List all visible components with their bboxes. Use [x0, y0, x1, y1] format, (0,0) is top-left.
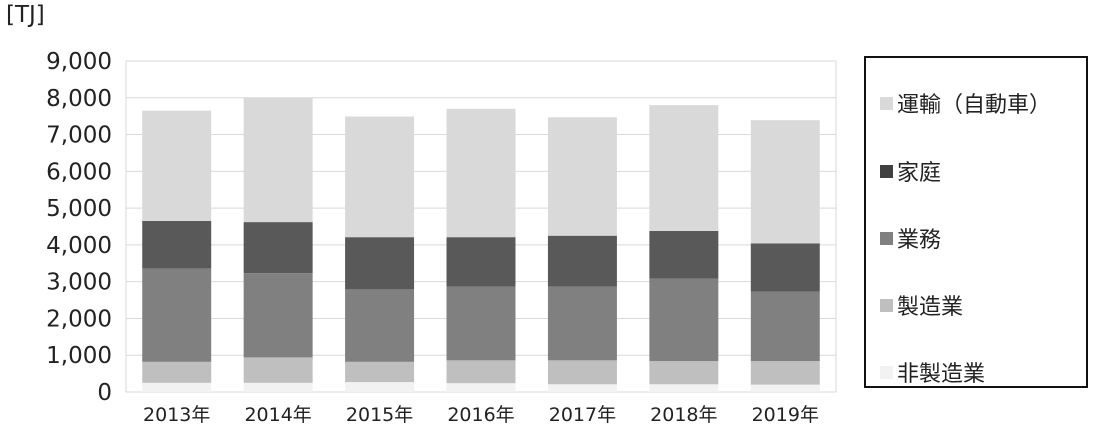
bar-segment [142, 382, 212, 392]
x-tick-label: 2013年 [143, 404, 210, 426]
legend-item-business: 業務 [880, 223, 941, 253]
bar-segment [446, 286, 516, 361]
bar-segment [345, 361, 415, 383]
bar-segment [750, 243, 820, 292]
bar-segment [750, 291, 820, 362]
legend-item-household: 家庭 [880, 156, 941, 186]
x-tick-label: 2018年 [650, 404, 717, 426]
bar-segment [345, 382, 415, 392]
legend-swatch-manufacturing [880, 298, 893, 312]
bar-segment [649, 278, 719, 362]
bars [142, 97, 820, 392]
bar-segment [243, 222, 313, 274]
bar-segment [142, 110, 212, 221]
bar-segment [547, 384, 617, 392]
bar-segment [750, 384, 820, 392]
legend-label-household: 家庭 [897, 161, 942, 186]
legend-swatch-household [880, 164, 893, 178]
y-tick-label: 3,000 [46, 270, 112, 296]
x-tick-label: 2019年 [752, 404, 819, 426]
bar-segment [649, 230, 719, 279]
y-tick-label: 8,000 [46, 86, 112, 112]
bar-segment [243, 97, 313, 223]
legend: 運輸（自動車） 家庭 業務 製造業 非製造業 [864, 56, 1088, 388]
bar-segment [345, 237, 415, 290]
legend-item-non-manufacturing: 非製造業 [880, 357, 985, 387]
bar-segment [446, 383, 516, 392]
x-tick-label: 2017年 [549, 404, 616, 426]
bar-segment [243, 357, 313, 383]
y-tick-label: 4,000 [46, 233, 112, 259]
legend-swatch-transport [880, 96, 893, 110]
bar-segment [142, 268, 212, 362]
bar-segment [142, 361, 212, 383]
legend-label-transport: 運輸（自動車） [897, 93, 1052, 118]
bar-segment [649, 361, 719, 385]
bar-segment [345, 289, 415, 362]
bar-segment [547, 360, 617, 385]
y-tick-label: 7,000 [46, 123, 112, 149]
legend-item-transport: 運輸（自動車） [880, 88, 1051, 118]
y-axis-unit-label: [TJ] [6, 2, 45, 28]
legend-item-manufacturing: 製造業 [880, 290, 963, 320]
legend-label-manufacturing: 製造業 [897, 295, 964, 320]
bar-segment [649, 105, 719, 231]
y-tick-label: 2,000 [46, 306, 112, 332]
legend-swatch-non-manufacturing [880, 365, 893, 379]
bar-segment [547, 117, 617, 236]
bar-segment [446, 360, 516, 384]
bar-segment [547, 286, 617, 361]
y-tick-label: 1,000 [46, 343, 112, 369]
y-tick-label: 5,000 [46, 196, 112, 222]
y-axis-ticks: 0 1,000 2,000 3,000 4,000 5,000 6,000 7,000 8,00… [46, 49, 112, 406]
y-tick-label: 9,000 [46, 49, 112, 75]
bar-segment [446, 237, 516, 287]
legend-swatch-business [880, 231, 893, 245]
bar-segment [142, 220, 212, 269]
bar-segment [547, 235, 617, 287]
legend-label-business: 業務 [897, 228, 942, 253]
y-tick-label: 0 [97, 380, 112, 406]
bar-segment [649, 384, 719, 392]
x-tick-label: 2014年 [244, 404, 311, 426]
bar-segment [446, 108, 516, 238]
bar-segment [750, 361, 820, 385]
bar-segment [345, 116, 415, 238]
bar-segment [243, 382, 313, 392]
bar-segment [750, 120, 820, 244]
y-tick-label: 6,000 [46, 159, 112, 185]
legend-label-non-manufacturing: 非製造業 [897, 362, 986, 387]
x-tick-label: 2015年 [346, 404, 413, 426]
bar-segment [243, 273, 313, 358]
x-tick-label: 2016年 [447, 404, 514, 426]
x-axis-ticks: 2013年 2014年 2015年 2016年 2017年 2018年 2019年 [143, 404, 819, 426]
